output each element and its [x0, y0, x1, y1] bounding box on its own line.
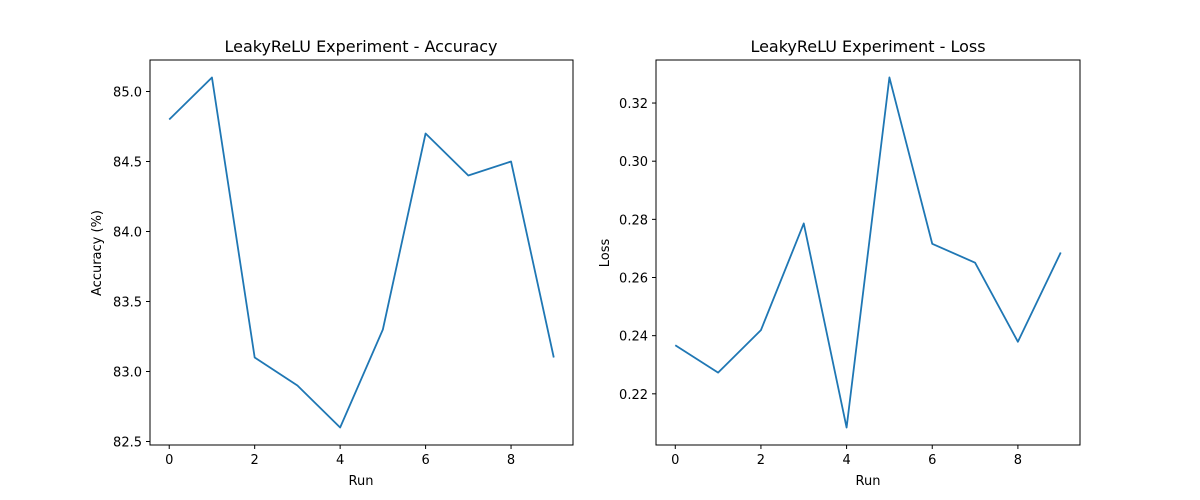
accuracy-x-tick-label: 4: [336, 453, 344, 468]
loss-x-tick-label: 0: [671, 453, 679, 468]
loss-y-tick-label: 0.26: [619, 272, 648, 287]
loss-x-axis-label: Run: [856, 474, 881, 489]
accuracy-plot-frame: [149, 59, 574, 446]
accuracy-series: [168, 76, 555, 429]
loss-x-tick-label: 4: [842, 453, 850, 468]
loss-y-tick-label: 0.30: [619, 155, 648, 170]
accuracy-x-tick-label: 2: [251, 453, 259, 468]
loss-x-tick-label: 6: [928, 453, 936, 468]
accuracy-series-line: [168, 76, 555, 429]
loss-plot-frame: [655, 59, 1081, 446]
loss-y-tick-label: 0.28: [619, 213, 648, 228]
loss-y-tick-label: 0.22: [619, 388, 648, 403]
accuracy-x-axis-label: Run: [349, 474, 374, 489]
loss-y-axis-label: Loss: [598, 239, 613, 268]
loss-chart-title: LeakyReLU Experiment - Loss: [750, 37, 985, 56]
accuracy-chart: LeakyReLU Experiment - Accuracy Run Accu…: [90, 37, 574, 489]
accuracy-x-tick-label: 0: [165, 453, 173, 468]
accuracy-y-tick-label: 83.0: [113, 366, 142, 381]
loss-series-line: [674, 76, 1062, 429]
loss-y-tick-label: 0.24: [619, 330, 648, 345]
loss-ticks: 0 2 4 6 8 0.22 0.24 0.26 0.28 0.30 0.32: [619, 97, 1022, 468]
accuracy-y-tick-label: 82.5: [113, 436, 142, 451]
loss-chart: LeakyReLU Experiment - Loss Run Loss 0 2 4…: [598, 37, 1081, 489]
accuracy-y-tick-label: 84.0: [113, 226, 142, 241]
loss-x-tick-label: 8: [1014, 453, 1022, 468]
loss-series: [674, 76, 1062, 429]
loss-y-tick-label: 0.32: [619, 97, 648, 112]
accuracy-y-tick-label: 85.0: [113, 86, 142, 101]
accuracy-x-tick-label: 8: [507, 453, 515, 468]
accuracy-y-tick-label: 84.5: [113, 156, 142, 171]
accuracy-chart-title: LeakyReLU Experiment - Accuracy: [224, 37, 497, 56]
accuracy-ticks: 0 2 4 6 8 82.5 83.0 83.5 84.0 84.5 85.0: [113, 86, 515, 469]
accuracy-y-tick-label: 83.5: [113, 296, 142, 311]
accuracy-x-tick-label: 6: [421, 453, 429, 468]
loss-x-tick-label: 2: [757, 453, 765, 468]
accuracy-y-axis-label: Accuracy (%): [90, 210, 105, 296]
